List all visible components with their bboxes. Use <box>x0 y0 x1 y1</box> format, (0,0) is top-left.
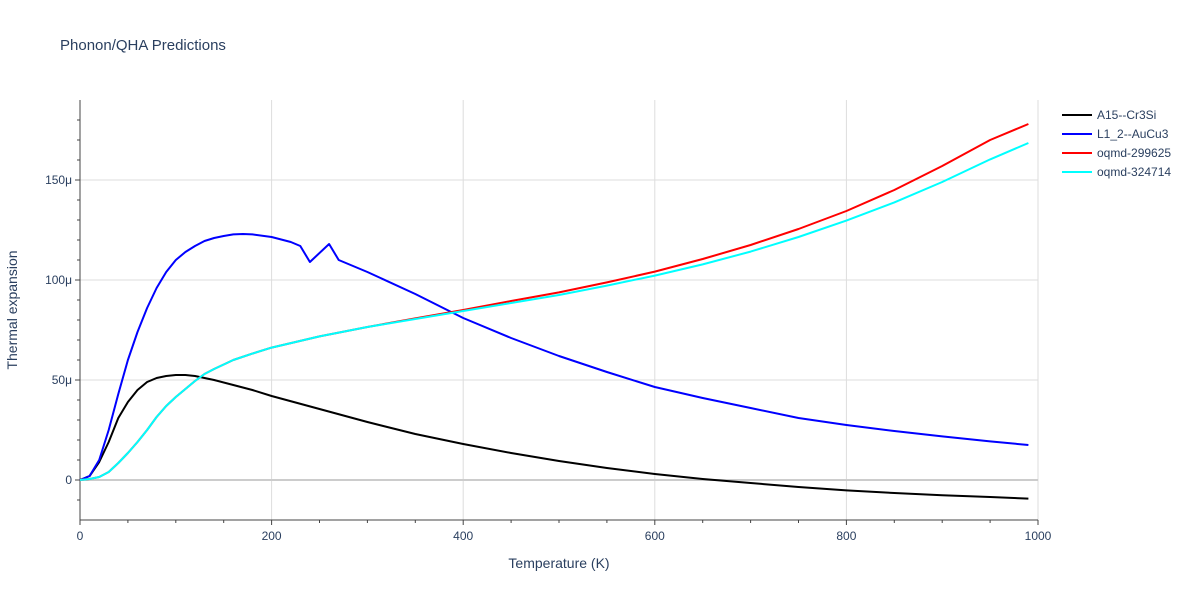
x-tick-label: 200 <box>262 529 282 543</box>
chart-title: Phonon/QHA Predictions <box>60 37 226 54</box>
series-line-2 <box>79 123 1029 481</box>
y-tick-label: 150μ <box>45 173 72 187</box>
grid-lines <box>80 100 1039 520</box>
y-axis-label: Thermal expansion <box>4 250 20 369</box>
axes: 0 200 400 600 800 1000 0 50μ 100μ 150μ <box>45 100 1052 543</box>
x-tick-label: 0 <box>77 529 84 543</box>
y-tick-label: 50μ <box>52 373 72 387</box>
y-tick-label: 0 <box>65 473 72 487</box>
legend-item[interactable]: L1_2--AuCu3 <box>1062 127 1169 141</box>
x-tick-label: 1000 <box>1025 529 1052 543</box>
legend-item[interactable]: oqmd-324714 <box>1062 165 1171 179</box>
series-line-3 <box>79 142 1029 481</box>
x-tick-label: 600 <box>645 529 665 543</box>
legend-label: L1_2--AuCu3 <box>1097 127 1169 141</box>
legend-label: oqmd-299625 <box>1097 146 1171 160</box>
x-axis-label: Temperature (K) <box>508 555 609 571</box>
series-line-0 <box>79 374 1029 500</box>
series-line-1 <box>79 233 1029 481</box>
legend-item[interactable]: oqmd-299625 <box>1062 146 1171 160</box>
legend-label: oqmd-324714 <box>1097 165 1171 179</box>
y-tick-label: 100μ <box>45 273 72 287</box>
legend-label: A15--Cr3Si <box>1097 108 1156 122</box>
series-lines <box>79 123 1029 500</box>
legend[interactable]: A15--Cr3Si L1_2--AuCu3 oqmd-299625 oqmd-324… <box>1062 108 1171 179</box>
x-tick-label: 800 <box>836 529 856 543</box>
x-tick-label: 400 <box>453 529 473 543</box>
legend-item[interactable]: A15--Cr3Si <box>1062 108 1156 122</box>
